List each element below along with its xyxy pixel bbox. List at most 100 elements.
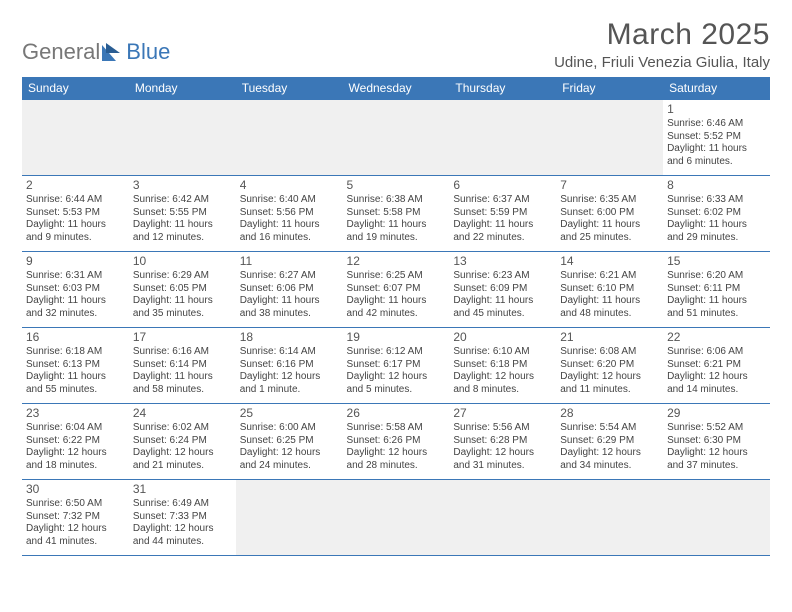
cell-sunrise: Sunrise: 6:21 AM <box>560 270 659 283</box>
calendar-week: 9Sunrise: 6:31 AMSunset: 6:03 PMDaylight… <box>22 252 770 328</box>
day-header: Tuesday <box>236 77 343 100</box>
cell-sunset: Sunset: 6:20 PM <box>560 359 659 372</box>
cell-daylight1: Daylight: 12 hours <box>347 447 446 460</box>
calendar-cell <box>343 100 450 176</box>
calendar-cell: 19Sunrise: 6:12 AMSunset: 6:17 PMDayligh… <box>343 328 450 404</box>
cell-daylight2: and 32 minutes. <box>26 308 125 321</box>
cell-sunrise: Sunrise: 6:14 AM <box>240 346 339 359</box>
day-number: 30 <box>26 482 125 497</box>
cell-sunrise: Sunrise: 6:10 AM <box>453 346 552 359</box>
cell-daylight2: and 55 minutes. <box>26 384 125 397</box>
calendar-cell: 20Sunrise: 6:10 AMSunset: 6:18 PMDayligh… <box>449 328 556 404</box>
day-number: 12 <box>347 254 446 269</box>
cell-daylight1: Daylight: 11 hours <box>240 219 339 232</box>
cell-daylight1: Daylight: 12 hours <box>240 447 339 460</box>
day-number: 2 <box>26 178 125 193</box>
day-number: 18 <box>240 330 339 345</box>
day-number: 11 <box>240 254 339 269</box>
cell-daylight1: Daylight: 11 hours <box>453 219 552 232</box>
cell-sunset: Sunset: 6:00 PM <box>560 207 659 220</box>
location: Udine, Friuli Venezia Giulia, Italy <box>554 54 770 71</box>
cell-daylight1: Daylight: 12 hours <box>133 447 232 460</box>
cell-daylight2: and 28 minutes. <box>347 460 446 473</box>
calendar-cell <box>129 100 236 176</box>
calendar-cell: 22Sunrise: 6:06 AMSunset: 6:21 PMDayligh… <box>663 328 770 404</box>
cell-daylight2: and 18 minutes. <box>26 460 125 473</box>
calendar-cell <box>449 100 556 176</box>
cell-sunrise: Sunrise: 6:40 AM <box>240 194 339 207</box>
day-number: 16 <box>26 330 125 345</box>
month-title: March 2025 <box>554 18 770 52</box>
cell-daylight2: and 41 minutes. <box>26 536 125 549</box>
calendar-cell: 8Sunrise: 6:33 AMSunset: 6:02 PMDaylight… <box>663 176 770 252</box>
cell-sunset: Sunset: 6:28 PM <box>453 435 552 448</box>
cell-sunrise: Sunrise: 6:18 AM <box>26 346 125 359</box>
cell-daylight2: and 45 minutes. <box>453 308 552 321</box>
cell-daylight2: and 11 minutes. <box>560 384 659 397</box>
cell-sunrise: Sunrise: 6:27 AM <box>240 270 339 283</box>
day-number: 25 <box>240 406 339 421</box>
cell-daylight2: and 1 minute. <box>240 384 339 397</box>
cell-daylight1: Daylight: 11 hours <box>560 295 659 308</box>
cell-daylight1: Daylight: 12 hours <box>560 447 659 460</box>
cell-sunset: Sunset: 5:59 PM <box>453 207 552 220</box>
cell-sunrise: Sunrise: 6:08 AM <box>560 346 659 359</box>
calendar-cell <box>236 100 343 176</box>
cell-daylight1: Daylight: 11 hours <box>667 295 766 308</box>
cell-daylight2: and 29 minutes. <box>667 232 766 245</box>
cell-sunset: Sunset: 6:25 PM <box>240 435 339 448</box>
cell-sunset: Sunset: 6:24 PM <box>133 435 232 448</box>
cell-daylight1: Daylight: 12 hours <box>667 447 766 460</box>
cell-daylight2: and 22 minutes. <box>453 232 552 245</box>
cell-sunset: Sunset: 6:17 PM <box>347 359 446 372</box>
calendar-cell: 30Sunrise: 6:50 AMSunset: 7:32 PMDayligh… <box>22 480 129 556</box>
calendar-cell: 26Sunrise: 5:58 AMSunset: 6:26 PMDayligh… <box>343 404 450 480</box>
day-number: 1 <box>667 102 766 117</box>
cell-sunrise: Sunrise: 6:35 AM <box>560 194 659 207</box>
cell-sunset: Sunset: 6:06 PM <box>240 283 339 296</box>
cell-daylight2: and 58 minutes. <box>133 384 232 397</box>
cell-daylight2: and 8 minutes. <box>453 384 552 397</box>
cell-sunrise: Sunrise: 6:33 AM <box>667 194 766 207</box>
cell-daylight2: and 37 minutes. <box>667 460 766 473</box>
day-header: Wednesday <box>343 77 450 100</box>
cell-daylight1: Daylight: 11 hours <box>347 295 446 308</box>
cell-daylight2: and 21 minutes. <box>133 460 232 473</box>
logo-flag-icon <box>102 43 124 61</box>
calendar-table: SundayMondayTuesdayWednesdayThursdayFrid… <box>22 77 770 556</box>
cell-daylight2: and 6 minutes. <box>667 156 766 169</box>
title-block: March 2025 Udine, Friuli Venezia Giulia,… <box>554 18 770 71</box>
calendar-cell: 2Sunrise: 6:44 AMSunset: 5:53 PMDaylight… <box>22 176 129 252</box>
day-number: 17 <box>133 330 232 345</box>
day-number: 22 <box>667 330 766 345</box>
cell-sunrise: Sunrise: 5:58 AM <box>347 422 446 435</box>
cell-daylight1: Daylight: 12 hours <box>133 523 232 536</box>
cell-sunrise: Sunrise: 6:46 AM <box>667 118 766 131</box>
calendar-cell <box>236 480 343 556</box>
cell-daylight1: Daylight: 12 hours <box>667 371 766 384</box>
cell-sunrise: Sunrise: 6:29 AM <box>133 270 232 283</box>
cell-daylight1: Daylight: 11 hours <box>26 295 125 308</box>
cell-sunset: Sunset: 6:05 PM <box>133 283 232 296</box>
calendar-week: 2Sunrise: 6:44 AMSunset: 5:53 PMDaylight… <box>22 176 770 252</box>
calendar-cell <box>449 480 556 556</box>
cell-sunset: Sunset: 6:03 PM <box>26 283 125 296</box>
cell-daylight2: and 14 minutes. <box>667 384 766 397</box>
day-number: 14 <box>560 254 659 269</box>
cell-sunrise: Sunrise: 6:06 AM <box>667 346 766 359</box>
cell-daylight2: and 38 minutes. <box>240 308 339 321</box>
calendar-cell: 17Sunrise: 6:16 AMSunset: 6:14 PMDayligh… <box>129 328 236 404</box>
cell-sunrise: Sunrise: 6:02 AM <box>133 422 232 435</box>
day-number: 26 <box>347 406 446 421</box>
cell-daylight1: Daylight: 11 hours <box>453 295 552 308</box>
cell-sunrise: Sunrise: 6:16 AM <box>133 346 232 359</box>
day-number: 27 <box>453 406 552 421</box>
cell-daylight2: and 25 minutes. <box>560 232 659 245</box>
cell-daylight1: Daylight: 11 hours <box>133 295 232 308</box>
calendar-week: 23Sunrise: 6:04 AMSunset: 6:22 PMDayligh… <box>22 404 770 480</box>
cell-daylight2: and 35 minutes. <box>133 308 232 321</box>
cell-daylight2: and 16 minutes. <box>240 232 339 245</box>
day-number: 24 <box>133 406 232 421</box>
day-number: 15 <box>667 254 766 269</box>
calendar-cell <box>556 100 663 176</box>
